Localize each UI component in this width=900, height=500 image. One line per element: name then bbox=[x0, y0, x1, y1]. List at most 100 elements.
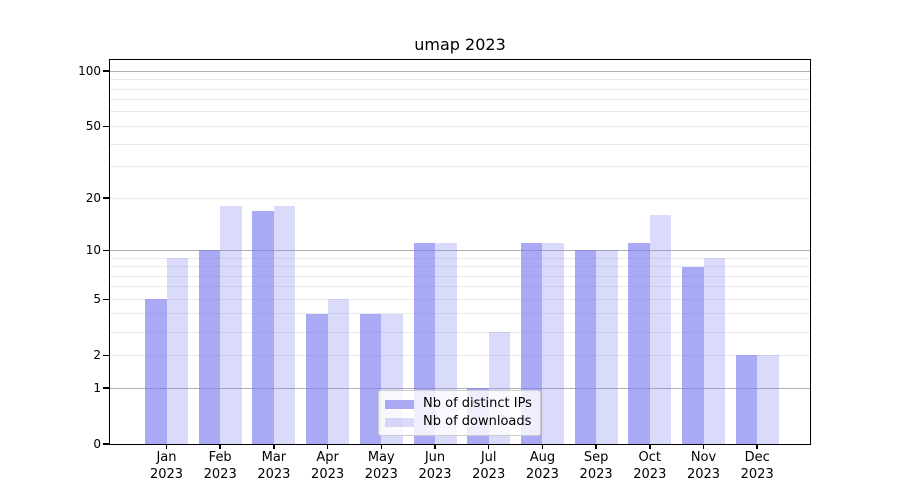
major-gridline bbox=[110, 387, 810, 389]
major-gridline bbox=[110, 70, 810, 72]
bar-ips-nov bbox=[682, 266, 704, 444]
bar-ips-apr bbox=[306, 313, 328, 444]
legend-label-ips: Nb of distinct IPs bbox=[423, 396, 532, 411]
x-tick-label: Dec 2023 bbox=[730, 449, 784, 483]
x-tick-label-month: Nov bbox=[690, 450, 717, 465]
bar-ips-jan bbox=[145, 299, 167, 444]
y-tick bbox=[103, 298, 109, 300]
y-tick-label: 100 bbox=[78, 64, 101, 79]
x-tick-label-month: May bbox=[367, 450, 395, 465]
y-tick-label: 0 bbox=[93, 437, 101, 451]
x-tick-label-year: 2023 bbox=[472, 467, 506, 482]
minor-gridline bbox=[110, 79, 810, 81]
legend-swatch-ips bbox=[385, 399, 414, 409]
x-tick bbox=[595, 444, 597, 449]
minor-gridline bbox=[110, 313, 810, 315]
x-tick-label: Mar 2023 bbox=[247, 449, 301, 483]
x-tick-label: Aug 2023 bbox=[515, 449, 569, 483]
minor-gridline bbox=[110, 197, 810, 199]
x-tick-label-year: 2023 bbox=[257, 467, 291, 482]
minor-gridline bbox=[110, 143, 810, 145]
x-tick-label-month: Feb bbox=[208, 450, 232, 465]
x-tick-label: Jul 2023 bbox=[462, 449, 516, 483]
minor-gridline bbox=[110, 111, 810, 113]
bar-downloads-sep bbox=[596, 250, 618, 444]
y-tick bbox=[103, 249, 109, 252]
legend: Nb of distinct IPs Nb of downloads bbox=[378, 390, 541, 436]
x-tick-label: May 2023 bbox=[354, 449, 408, 483]
bar-downloads-aug bbox=[542, 243, 564, 444]
x-tick bbox=[487, 444, 490, 449]
x-tick-label-month: Jul bbox=[480, 450, 497, 465]
x-tick-label: Sep 2023 bbox=[569, 449, 623, 483]
x-tick-label-year: 2023 bbox=[203, 467, 237, 482]
y-tick-label: 2 bbox=[93, 348, 101, 363]
x-tick-label: Jun 2023 bbox=[408, 449, 462, 483]
x-tick-label-year: 2023 bbox=[633, 467, 667, 482]
bar-downloads-nov bbox=[703, 258, 725, 444]
x-tick bbox=[219, 444, 221, 449]
bar-downloads-jan bbox=[166, 258, 188, 444]
x-tick-label-month: Apr bbox=[316, 450, 339, 465]
minor-gridline bbox=[110, 354, 810, 356]
minor-gridline bbox=[110, 257, 810, 259]
legend-item-distinct-ips: Nb of distinct IPs bbox=[385, 397, 540, 411]
x-tick-label-year: 2023 bbox=[311, 467, 345, 482]
minor-gridline bbox=[110, 88, 810, 90]
bar-ips-oct bbox=[628, 243, 650, 444]
minor-gridline bbox=[110, 298, 810, 300]
y-tick-label: 20 bbox=[85, 191, 101, 206]
legend-swatch-downloads bbox=[385, 417, 414, 427]
bar-ips-may bbox=[359, 313, 382, 444]
x-tick bbox=[649, 444, 651, 449]
y-tick-label: 5 bbox=[93, 292, 101, 307]
y-tick bbox=[103, 387, 109, 389]
x-tick-label-year: 2023 bbox=[740, 467, 774, 482]
x-tick-label: Apr 2023 bbox=[301, 449, 355, 483]
x-tick bbox=[702, 444, 705, 449]
x-tick bbox=[273, 444, 275, 449]
x-tick-label-month: Mar bbox=[261, 450, 287, 465]
x-tick-label-year: 2023 bbox=[686, 467, 721, 482]
y-tick-label: 10 bbox=[85, 243, 101, 258]
x-tick bbox=[165, 444, 168, 449]
x-tick-label: Feb 2023 bbox=[193, 449, 247, 483]
x-tick-label: Nov 2023 bbox=[677, 449, 731, 483]
x-tick bbox=[380, 444, 383, 449]
y-tick bbox=[103, 125, 109, 128]
x-tick-label-year: 2023 bbox=[149, 467, 184, 482]
x-tick-label-month: Oct bbox=[638, 450, 662, 465]
x-tick bbox=[326, 444, 329, 449]
bar-downloads-dec bbox=[757, 355, 779, 444]
plot-area bbox=[110, 60, 810, 444]
bar-downloads-apr bbox=[327, 299, 350, 444]
x-tick-label: Jan 2023 bbox=[140, 449, 194, 483]
x-tick bbox=[434, 444, 436, 449]
y-tick-label: 50 bbox=[85, 119, 101, 134]
bar-downloads-feb bbox=[220, 206, 242, 444]
y-tick-label: 1 bbox=[93, 381, 101, 395]
major-gridline bbox=[110, 249, 810, 251]
minor-gridline bbox=[110, 275, 810, 277]
x-tick-label-year: 2023 bbox=[525, 467, 559, 482]
x-tick bbox=[541, 444, 544, 449]
x-tick-label-month: Sep bbox=[583, 450, 609, 465]
y-tick bbox=[103, 443, 109, 445]
x-tick-label-year: 2023 bbox=[418, 467, 452, 482]
legend-item-downloads: Nb of downloads bbox=[385, 415, 540, 429]
bar-ips-mar bbox=[252, 210, 274, 444]
minor-gridline bbox=[110, 286, 810, 288]
legend-label-downloads: Nb of downloads bbox=[423, 414, 532, 429]
minor-gridline bbox=[110, 166, 810, 168]
minor-gridline bbox=[110, 99, 810, 101]
x-tick-label-month: Jan bbox=[156, 450, 177, 465]
minor-gridline bbox=[110, 331, 810, 333]
minor-gridline bbox=[110, 266, 810, 267]
minor-gridline bbox=[110, 125, 810, 127]
x-tick-label-year: 2023 bbox=[579, 467, 613, 482]
x-tick bbox=[756, 444, 758, 449]
bar-ips-dec bbox=[735, 355, 758, 444]
y-tick bbox=[103, 70, 109, 72]
y-tick bbox=[103, 354, 109, 356]
